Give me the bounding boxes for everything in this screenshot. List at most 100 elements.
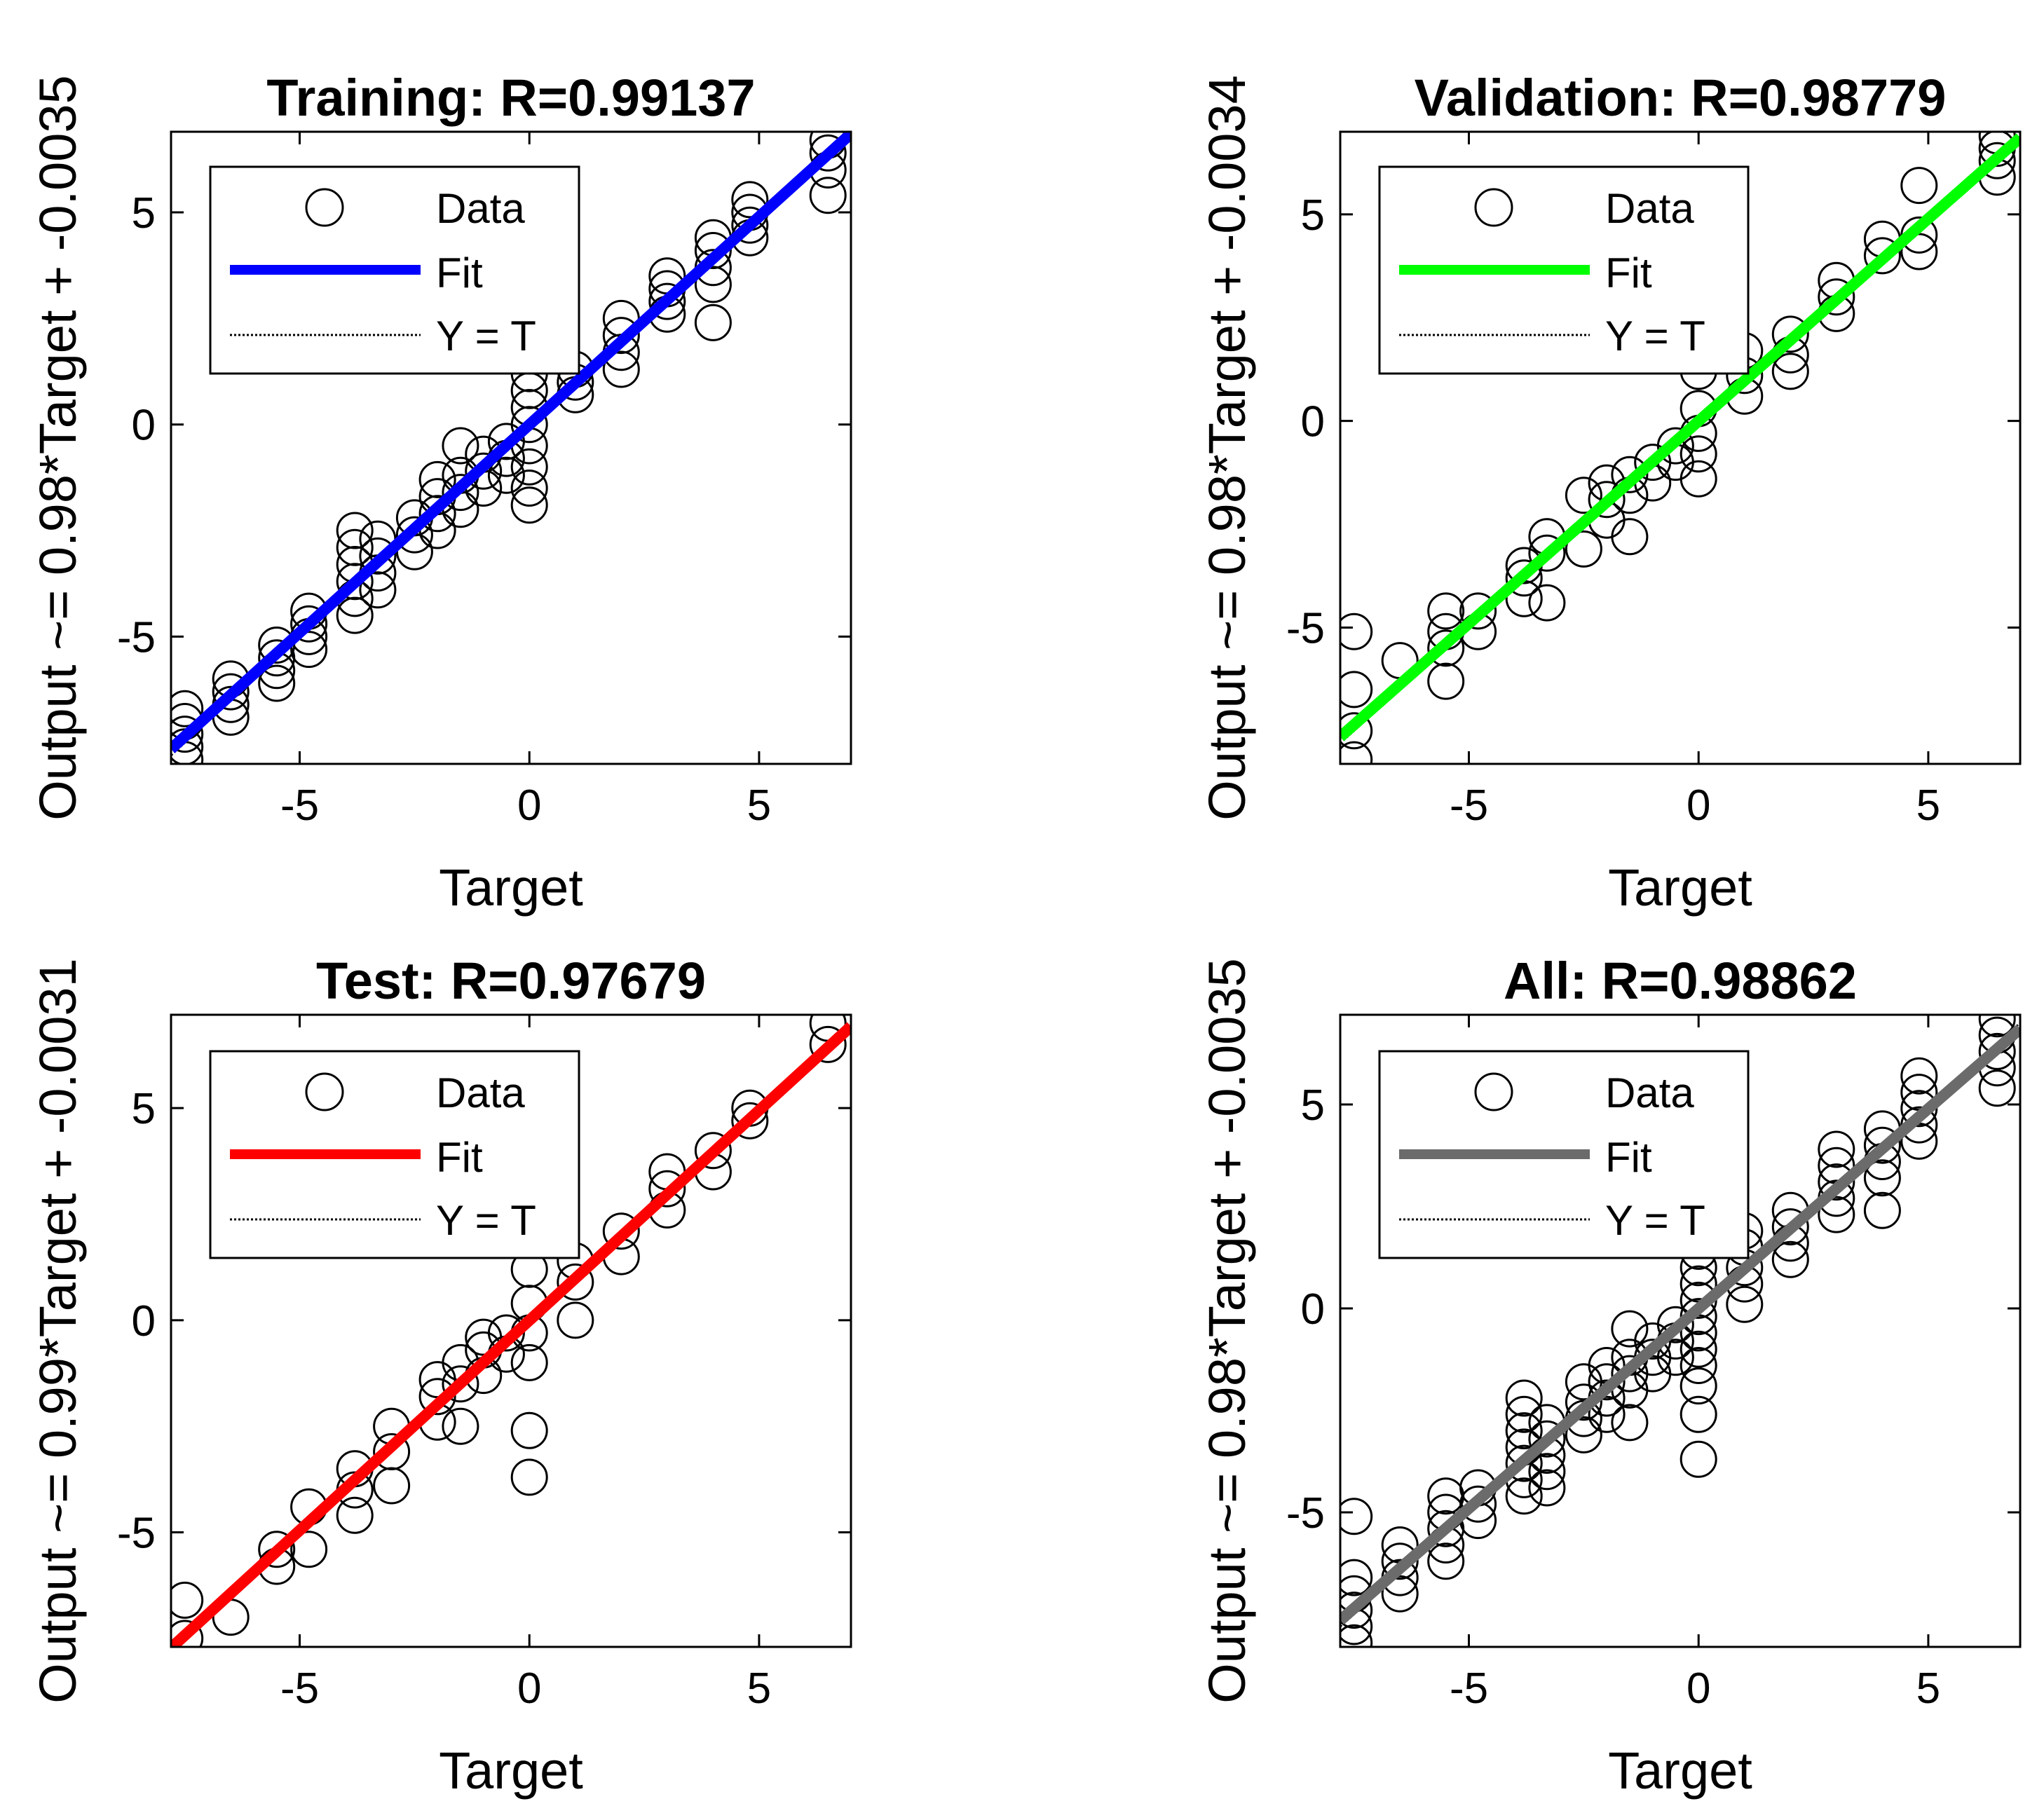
data-point <box>1505 1412 1543 1450</box>
x-tick-label: 5 <box>1916 781 1940 830</box>
data-point <box>212 673 250 711</box>
x-tick-label: -5 <box>1450 781 1488 830</box>
axis-ticks: -5 0 5 -5 0 5 <box>1286 132 2020 830</box>
data-point <box>465 452 503 490</box>
data-point <box>1340 1498 1373 1535</box>
data-point <box>1340 1592 1373 1629</box>
data-point <box>1726 1285 1764 1323</box>
x-axis-label: Target <box>1608 858 1752 917</box>
data-point <box>442 427 479 465</box>
data-point <box>1459 1485 1497 1523</box>
data-point <box>1611 456 1649 493</box>
data-point <box>1863 1191 1901 1229</box>
legend-data-marker <box>305 188 344 227</box>
y-axis-label: Output ~= 0.98*Target + -0.0035 <box>29 75 87 821</box>
data-point <box>1528 534 1566 572</box>
data-point <box>809 1025 847 1063</box>
data-point <box>1528 1420 1566 1458</box>
data-point <box>336 528 374 566</box>
data-point <box>171 716 204 753</box>
data-point <box>1818 1163 1855 1201</box>
legend-label-data: Data <box>436 1069 525 1116</box>
plot-area <box>1340 132 2020 764</box>
legend-data-marker <box>305 1072 344 1111</box>
data-point <box>1459 592 1497 630</box>
chart-title: All: R=0.98862 <box>1504 952 1857 1010</box>
data-point <box>510 1411 548 1449</box>
y-tick-label: 5 <box>1301 191 1325 240</box>
data-point <box>1978 1015 2016 1038</box>
y-tick-label: 5 <box>132 1085 156 1133</box>
data-point <box>1427 1477 1465 1515</box>
data-point <box>694 1132 732 1170</box>
data-point <box>1771 315 1809 353</box>
data-point <box>1340 613 1373 650</box>
data-point <box>171 1581 204 1619</box>
legend-label-fit: Fit <box>436 1134 483 1181</box>
data-point <box>1680 1367 1717 1405</box>
x-axis-label: Target <box>1608 1742 1752 1800</box>
data-point <box>510 470 548 507</box>
data-point <box>1505 1477 1543 1515</box>
data-point <box>731 1102 769 1140</box>
legend-data-marker <box>1474 1072 1513 1111</box>
data-point <box>1340 712 1373 750</box>
data-point <box>1505 559 1543 597</box>
data-point <box>557 1301 594 1339</box>
data-point <box>487 456 525 494</box>
data-point <box>336 512 374 549</box>
data-point <box>1611 1404 1649 1442</box>
data-point <box>694 232 732 269</box>
x-tick-label: 0 <box>1687 1664 1710 1713</box>
x-tick-label: 0 <box>517 1664 541 1713</box>
data-point <box>395 516 433 554</box>
fit-line <box>171 132 851 753</box>
data-point <box>373 1467 411 1505</box>
data-point <box>290 631 328 669</box>
data-point <box>1565 1383 1602 1421</box>
data-point <box>1656 427 1694 465</box>
legend: Data Fit Y = T <box>209 1050 580 1259</box>
data-point <box>290 1531 328 1568</box>
y-axis-label: Output ~= 0.99*Target + -0.0031 <box>29 958 87 1704</box>
data-point <box>557 1263 594 1301</box>
data-point <box>1680 435 1717 473</box>
legend-label-data: Data <box>1605 185 1694 232</box>
data-point <box>1771 353 1809 390</box>
data-point <box>1505 1444 1543 1482</box>
data-point <box>1565 1416 1602 1453</box>
data-point <box>418 1378 456 1416</box>
x-tick-label: -5 <box>280 781 319 830</box>
data-point <box>602 350 640 388</box>
y-tick-label: -5 <box>1286 1489 1325 1538</box>
legend: Data Fit Y = T <box>1378 165 1750 375</box>
y-tick-label: 0 <box>132 1297 156 1346</box>
data-point <box>1340 671 1373 709</box>
data-point <box>1818 1196 1855 1233</box>
data-point <box>1680 1395 1717 1433</box>
data-point <box>731 181 769 219</box>
data-point <box>1978 142 2016 179</box>
data-point <box>1528 584 1566 622</box>
axes-box <box>1339 1013 2022 1648</box>
panel-test: Test: R=0.97679 Output ~= 0.99*Target + … <box>29 952 852 1800</box>
y-tick-label: -5 <box>117 613 156 662</box>
data-point <box>809 177 847 214</box>
legend: Data Fit Y = T <box>1378 1050 1750 1259</box>
data-point <box>171 1620 204 1647</box>
legend-data-marker <box>1474 188 1513 227</box>
data-point <box>1528 1453 1566 1491</box>
legend-label-fit: Fit <box>1605 1134 1652 1181</box>
data-point <box>1818 1130 1855 1168</box>
data-point <box>418 460 456 498</box>
data-point <box>1340 1559 1373 1596</box>
data-point <box>731 206 769 244</box>
data-point <box>1381 1542 1419 1580</box>
data-point <box>510 1458 548 1496</box>
legend-label-data: Data <box>1605 1069 1694 1116</box>
x-axis-label: Target <box>439 858 583 917</box>
data-point <box>648 1170 686 1207</box>
y-tick-label: -5 <box>117 1510 156 1558</box>
x-tick-label: 5 <box>1916 1664 1940 1713</box>
data-point <box>510 1343 548 1381</box>
